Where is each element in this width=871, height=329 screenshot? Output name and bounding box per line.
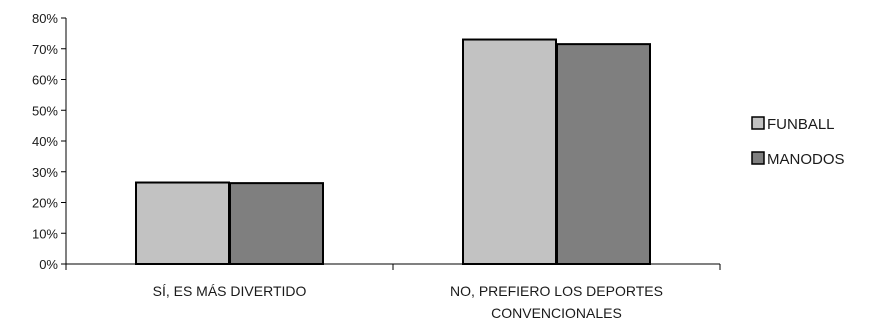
bar-funball-0: [135, 181, 230, 265]
y-tick-label: 70%: [32, 42, 58, 57]
y-tick-label: 0%: [39, 257, 58, 272]
legend-label-manodos: MANODOS: [767, 151, 845, 168]
legend-swatch-manodos: [751, 151, 765, 165]
y-tick-label: 20%: [32, 196, 58, 211]
y-tick-label: 80%: [32, 11, 58, 26]
bar-funball-1: [462, 38, 557, 266]
x-category-label: CONVENCIONALES: [491, 305, 622, 321]
y-tick-label: 10%: [32, 226, 58, 241]
y-axis-ticks: 0% 10% 20% 30% 40% 50% 60% 70% 80%: [32, 11, 67, 272]
x-category-label: NO, PREFIERO LOS DEPORTES: [450, 283, 663, 299]
bar-manodos-1: [556, 43, 651, 266]
y-tick-label: 30%: [32, 165, 58, 180]
y-tick-label: 40%: [32, 134, 58, 149]
legend-label-funball: FUNBALL: [767, 116, 835, 133]
x-axis: SÍ, ES MÁS DIVERTIDO NO, PREFIERO LOS DEP…: [65, 263, 721, 321]
y-tick-label: 60%: [32, 73, 58, 88]
bars: [135, 38, 651, 266]
x-category-label: SÍ, ES MÁS DIVERTIDO: [153, 283, 307, 299]
legend: FUNBALL MANODOS: [751, 116, 845, 168]
y-tick-label: 50%: [32, 103, 58, 118]
bar-manodos-0: [229, 182, 324, 265]
legend-swatch-funball: [751, 116, 765, 130]
